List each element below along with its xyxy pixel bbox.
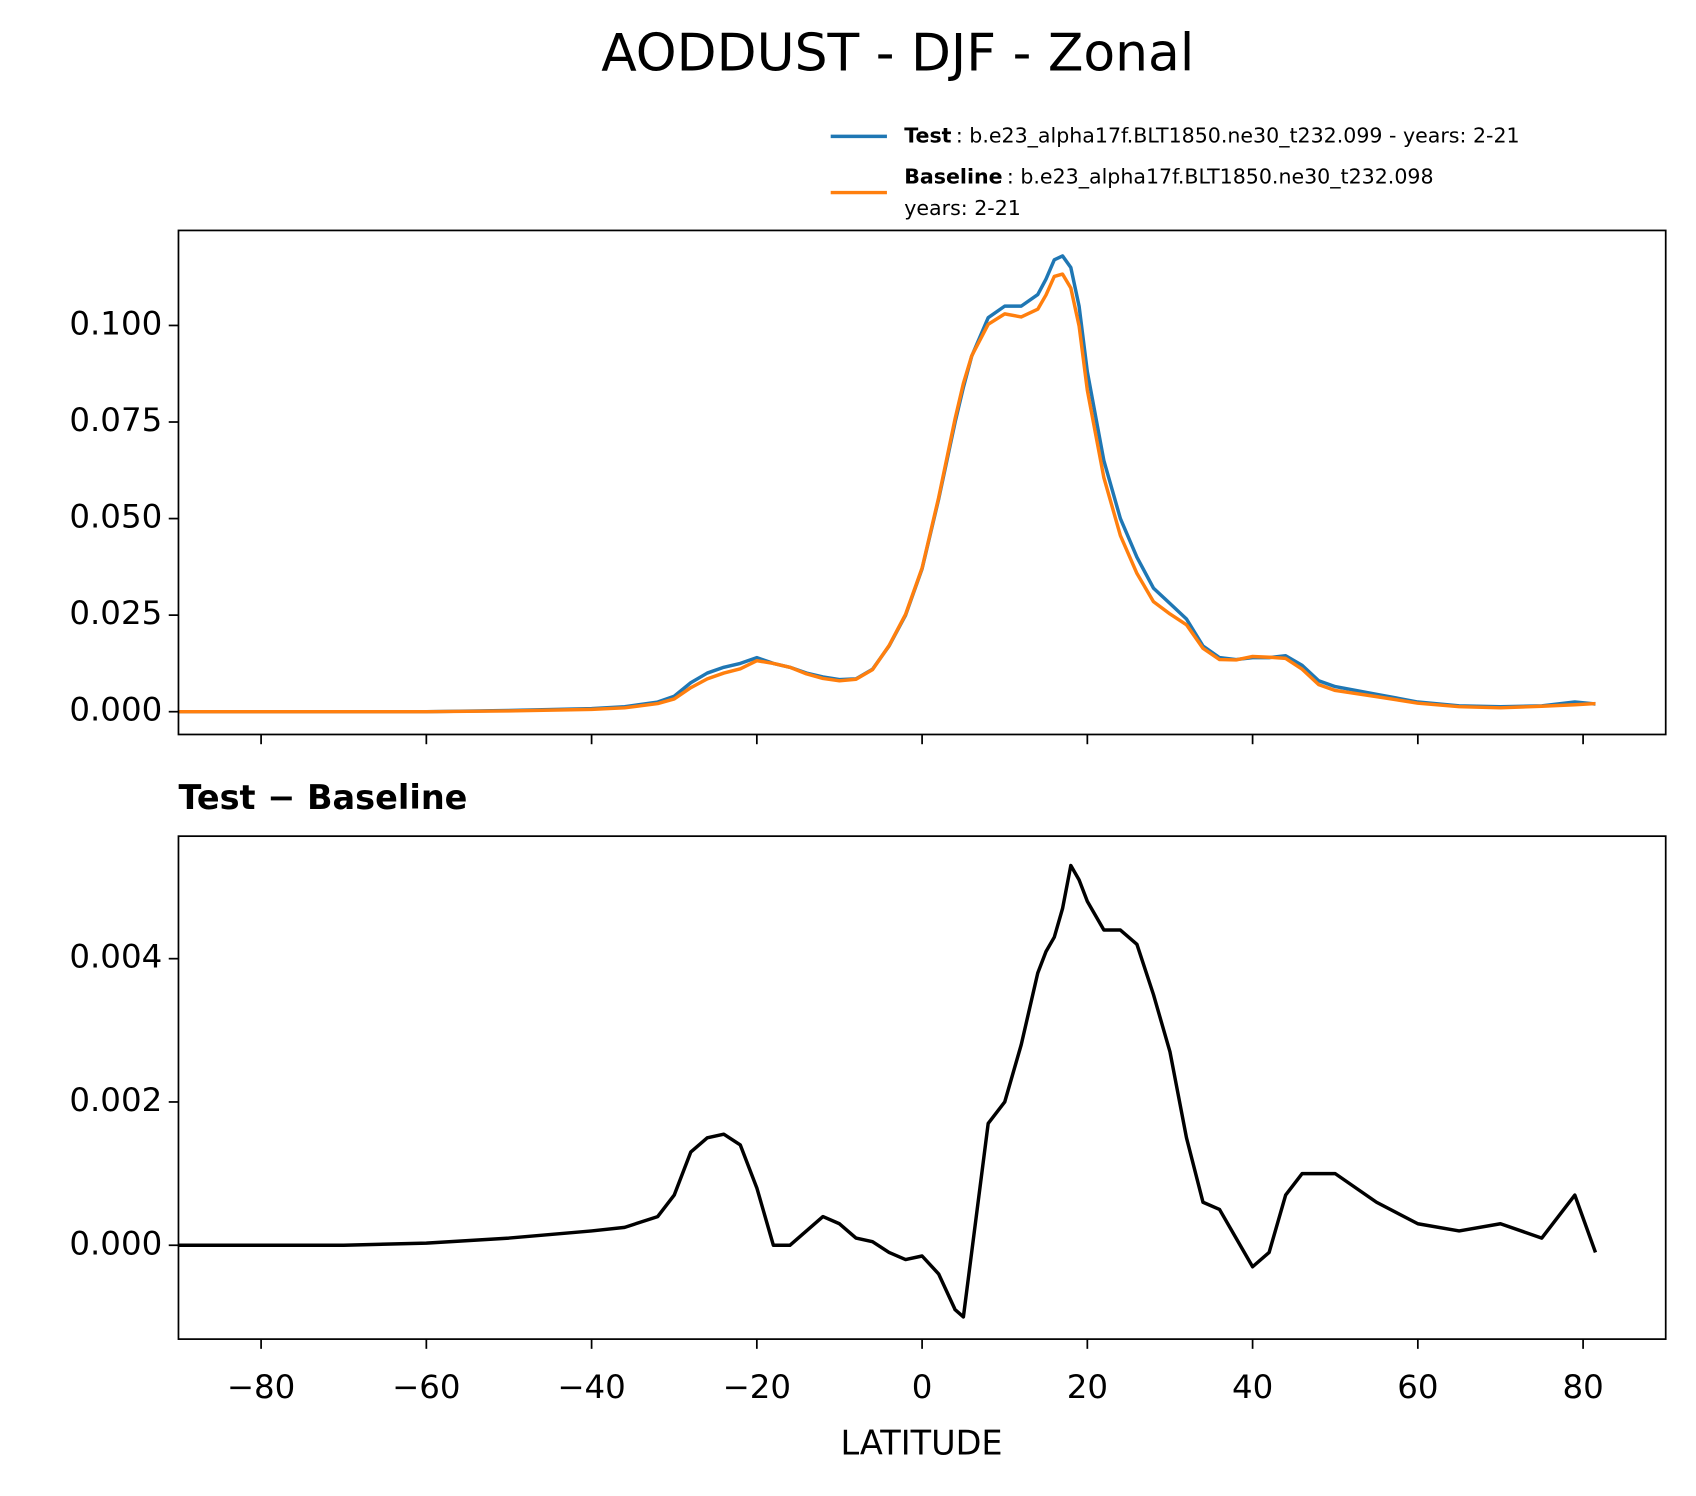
plot-area: [178, 863, 1598, 1319]
x-tick-label: −80: [227, 1368, 295, 1406]
x-tick-label: −20: [723, 1368, 791, 1406]
x-tick-label: 80: [1562, 1368, 1603, 1406]
legend-label: : b.e23_alpha17f.BLT1850.ne30_t232.099 -…: [956, 123, 1520, 147]
x-tick-label: 0: [912, 1368, 933, 1406]
y-tick-label: 0.002: [69, 1081, 162, 1119]
x-tick-label: −60: [392, 1368, 460, 1406]
y-tick-label: 0.050: [69, 498, 162, 536]
x-tick-label: 20: [1067, 1368, 1108, 1406]
y-tick-label: 0.004: [69, 938, 162, 976]
panel-title: Test − Baseline: [178, 778, 467, 817]
y-tick-label: 0.100: [69, 304, 162, 342]
legend-name: Baseline: [904, 164, 1002, 188]
legend-name: Test: [904, 123, 951, 147]
y-tick-label: 0.000: [69, 1224, 162, 1262]
x-tick-label: −40: [557, 1368, 625, 1406]
data-line: [178, 272, 1596, 714]
y-tick-label: 0.000: [69, 691, 162, 729]
y-tick-label: 0.075: [69, 401, 162, 439]
data-line: [178, 863, 1598, 1319]
x-axis-label: LATITUDE: [840, 1424, 1002, 1463]
x-tick-label: 60: [1397, 1368, 1438, 1406]
axes-frame: [177, 835, 1667, 1340]
data-line: [178, 254, 1596, 714]
y-tick-label: 0.025: [69, 594, 162, 632]
plot-area: [178, 254, 1596, 714]
axes-frame: [177, 229, 1667, 736]
x-tick-label: 40: [1232, 1368, 1273, 1406]
legend-label: : b.e23_alpha17f.BLT1850.ne30_t232.098: [1007, 164, 1434, 188]
legend-label: years: 2-21: [904, 196, 1021, 220]
figure-title: AODDUST - DJF - Zonal: [601, 23, 1194, 83]
